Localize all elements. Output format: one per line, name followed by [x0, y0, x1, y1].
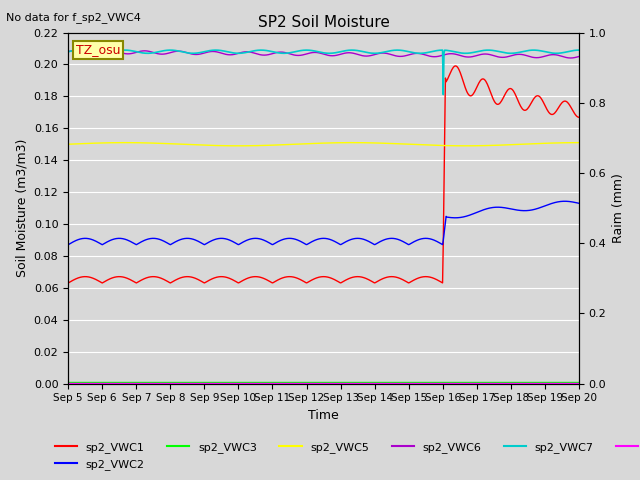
Line: sp2_VWC6: sp2_VWC6 — [68, 50, 579, 58]
sp2_VWC5 — [401, 141, 408, 147]
sp2_VWC6 — [127, 51, 134, 57]
sp2_VWC2 — [64, 242, 72, 248]
sp2_Rain — [126, 380, 134, 386]
sp2_VWC5 — [461, 143, 469, 149]
Text: TZ_osu: TZ_osu — [76, 43, 120, 56]
sp2_VWC7 — [74, 48, 81, 53]
sp2_VWC2 — [561, 198, 568, 204]
Y-axis label: Soil Moisture (m3/m3): Soil Moisture (m3/m3) — [15, 139, 28, 277]
sp2_VWC3 — [401, 379, 408, 385]
sp2_VWC2 — [178, 236, 186, 242]
sp2_VWC1 — [401, 277, 408, 283]
Legend: sp2_VWC1, sp2_VWC2, sp2_VWC3, sp2_VWC5, sp2_VWC6, sp2_VWC7, sp2_Rain: sp2_VWC1, sp2_VWC2, sp2_VWC3, sp2_VWC5, … — [51, 438, 640, 474]
sp2_Rain — [205, 380, 212, 386]
sp2_VWC6 — [566, 55, 574, 61]
sp2_VWC2 — [575, 201, 583, 206]
sp2_VWC1 — [178, 275, 186, 280]
sp2_VWC2 — [401, 239, 408, 245]
sp2_VWC6 — [401, 53, 409, 59]
sp2_VWC3 — [575, 379, 583, 385]
Title: SP2 Soil Moisture: SP2 Soil Moisture — [258, 15, 390, 30]
sp2_VWC5 — [178, 141, 186, 147]
sp2_VWC1 — [575, 114, 583, 120]
sp2_VWC3 — [126, 379, 134, 385]
sp2_VWC2 — [74, 237, 81, 243]
sp2_VWC6 — [73, 48, 81, 53]
X-axis label: Time: Time — [308, 409, 339, 422]
sp2_VWC6 — [64, 49, 72, 55]
sp2_VWC2 — [385, 236, 393, 241]
Text: No data for f_sp2_VWC4: No data for f_sp2_VWC4 — [6, 12, 141, 23]
sp2_VWC2 — [205, 240, 212, 245]
sp2_VWC7 — [385, 48, 393, 54]
sp2_VWC3 — [74, 379, 81, 385]
sp2_Rain — [74, 380, 81, 386]
sp2_VWC3 — [64, 379, 72, 385]
sp2_VWC6 — [179, 48, 186, 54]
sp2_VWC7 — [401, 48, 408, 54]
sp2_Rain — [64, 380, 72, 386]
sp2_VWC7 — [64, 49, 72, 55]
sp2_VWC3 — [205, 379, 212, 385]
sp2_VWC5 — [385, 141, 393, 146]
sp2_Rain — [575, 380, 583, 386]
Line: sp2_VWC2: sp2_VWC2 — [68, 201, 579, 245]
sp2_VWC1 — [126, 276, 134, 282]
Line: sp2_VWC1: sp2_VWC1 — [68, 66, 579, 283]
sp2_VWC5 — [575, 140, 583, 145]
sp2_VWC7 — [575, 47, 583, 53]
sp2_VWC2 — [126, 239, 134, 244]
sp2_VWC6 — [386, 51, 394, 57]
sp2_VWC1 — [451, 63, 459, 69]
sp2_VWC6 — [575, 54, 583, 60]
sp2_VWC5 — [64, 141, 72, 147]
sp2_VWC1 — [205, 277, 212, 283]
sp2_VWC1 — [385, 274, 393, 280]
sp2_Rain — [178, 380, 186, 386]
sp2_VWC5 — [205, 143, 212, 148]
Line: sp2_VWC7: sp2_VWC7 — [68, 50, 579, 95]
sp2_VWC1 — [64, 280, 72, 286]
sp2_Rain — [401, 380, 408, 386]
sp2_VWC5 — [74, 141, 81, 147]
sp2_VWC7 — [178, 49, 186, 55]
sp2_Rain — [385, 380, 393, 386]
sp2_VWC1 — [74, 276, 81, 281]
sp2_VWC7 — [205, 48, 212, 54]
sp2_VWC3 — [385, 379, 393, 385]
sp2_VWC3 — [178, 379, 186, 385]
sp2_VWC6 — [74, 48, 82, 53]
sp2_VWC7 — [440, 92, 447, 97]
sp2_VWC7 — [126, 48, 134, 53]
Y-axis label: Raim (mm): Raim (mm) — [612, 173, 625, 243]
sp2_VWC5 — [126, 140, 134, 145]
Line: sp2_VWC5: sp2_VWC5 — [68, 143, 579, 146]
sp2_VWC6 — [205, 49, 213, 55]
